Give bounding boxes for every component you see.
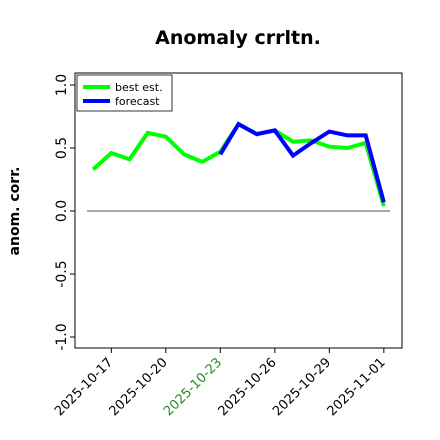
y-tick-label: 0.0 (54, 200, 70, 222)
y-tick-label: -1.0 (54, 323, 70, 350)
y-tick-label: 0.5 (54, 137, 70, 159)
y-tick-label: 1.0 (54, 74, 70, 96)
y-tick-label: -0.5 (54, 260, 70, 287)
series-line-best-est (91, 121, 386, 207)
y-axis-label: anom. corr. (7, 167, 23, 256)
legend-label-best-est: best est. (115, 81, 163, 94)
legend: best est. forecast (76, 74, 173, 112)
legend-label-forecast: forecast (115, 95, 160, 108)
series-layer (91, 121, 386, 207)
chart-title: Anomaly crrltn. (155, 27, 321, 49)
legend-box (76, 74, 173, 112)
x-tick-label: 2025-11-01 (325, 355, 389, 419)
axes-layer: -1.0-0.50.00.51.02025-10-172025-10-20202… (52, 74, 390, 419)
series-line-forecast (218, 121, 386, 203)
